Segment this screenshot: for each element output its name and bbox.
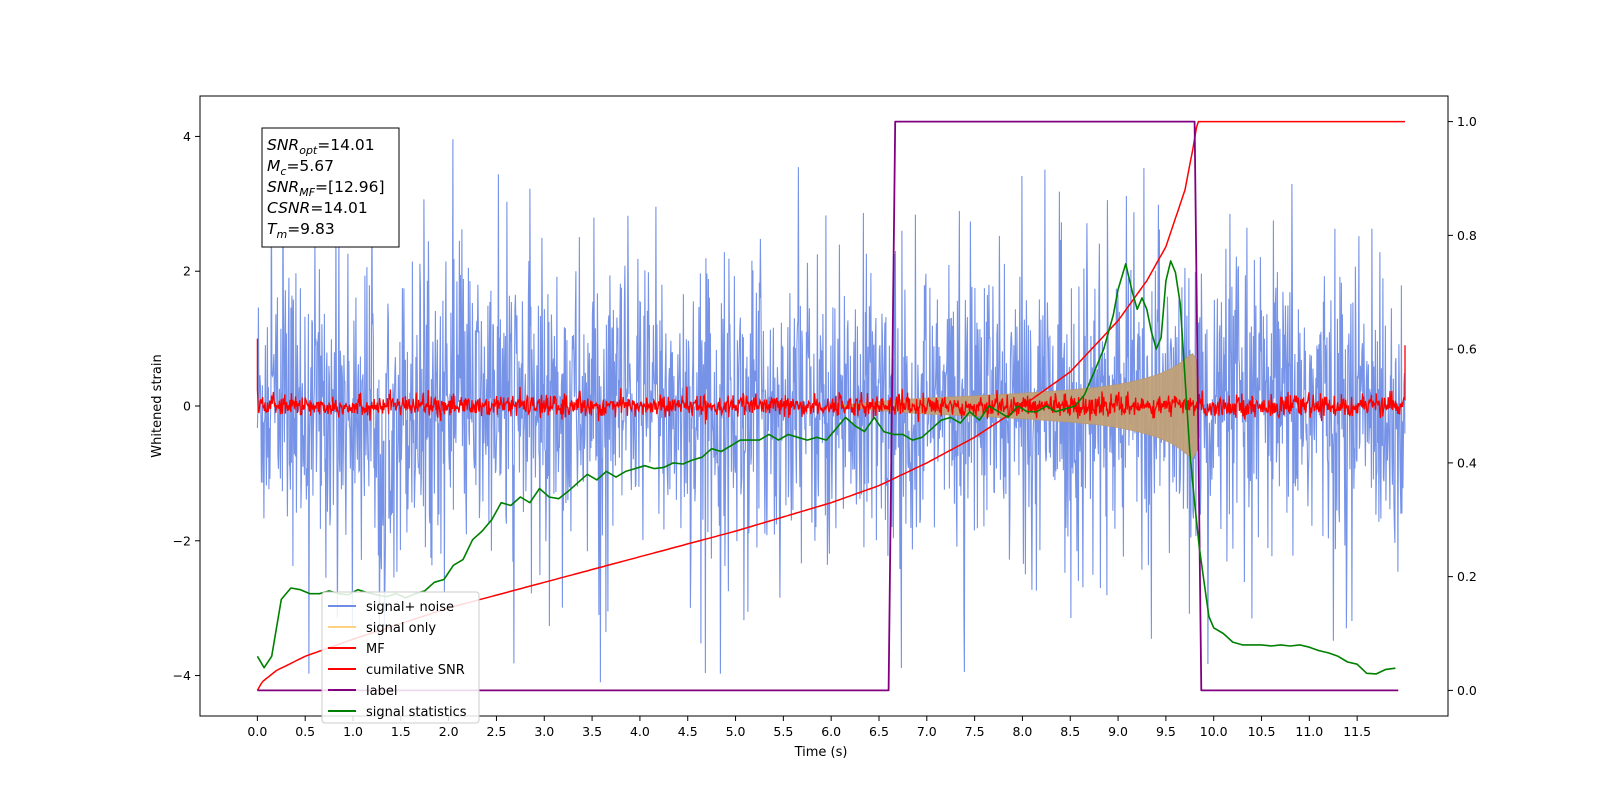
annotation-box-frame (261, 127, 400, 248)
x-tick-label: 11.5 (1343, 724, 1371, 739)
x-tick-label: 5.5 (773, 724, 793, 739)
y-tick-label-right: 0.8 (1457, 228, 1477, 243)
x-tick-label: 10.5 (1248, 724, 1276, 739)
x-tick-label: 5.0 (726, 724, 746, 739)
y-tick-label-left: 4 (183, 129, 191, 144)
annotation-value: =5.67 (286, 157, 334, 175)
annotation-symbol: SNR (267, 178, 299, 196)
x-tick-label: 6.5 (869, 724, 889, 739)
x-tick-label: 2.0 (439, 724, 459, 739)
annotation-line: SNRMF=[12.96] (267, 178, 385, 199)
x-tick-label: 7.5 (965, 724, 985, 739)
legend-item: signal statistics (328, 705, 467, 720)
legend-label: cumilative SNR (366, 663, 465, 678)
x-tick-label: 1.0 (343, 724, 363, 739)
legend-item: signal only (328, 621, 436, 636)
plot-area (256, 120, 1406, 692)
annotation-symbol: M (267, 157, 280, 175)
x-tick-label: 9.5 (1156, 724, 1176, 739)
legend: signal+ noise signal only MF cumilative SNR… (321, 591, 480, 724)
x-tick-label: 7.0 (917, 724, 937, 739)
y-tick-label-left: −2 (173, 533, 191, 548)
y-tick-label-right: 0.2 (1457, 569, 1477, 584)
y-tick-label-left: 0 (183, 399, 191, 414)
legend-label: label (366, 684, 397, 699)
y-tick-label-right: 0.6 (1457, 342, 1477, 357)
x-tick-label: 0.0 (247, 724, 267, 739)
y-axis-left: −4 −2 0 2 4 (173, 129, 200, 683)
x-tick-label: 11.0 (1295, 724, 1323, 739)
x-tick-label: 4.5 (678, 724, 698, 739)
x-axis-label: Time (s) (794, 745, 848, 760)
annotation-line: Tm=9.83 (267, 220, 335, 241)
y-tick-label-left: −4 (173, 668, 191, 683)
legend-frame (321, 591, 480, 724)
annotation-value: =[12.96] (315, 178, 384, 196)
series-signal-noise (256, 139, 1406, 683)
x-tick-label: 10.0 (1200, 724, 1228, 739)
x-tick-label: 6.0 (821, 724, 841, 739)
annotation-subscript: opt (299, 144, 318, 157)
y-tick-label-right: 1.0 (1457, 114, 1477, 129)
series-label (257, 120, 1399, 692)
x-tick-label: 8.0 (1012, 724, 1032, 739)
annotation-value: =14.01 (317, 136, 374, 154)
y-tick-label-right: 0.0 (1457, 683, 1477, 698)
annotation-line: Mc=5.67 (267, 157, 334, 178)
legend-label: signal only (366, 621, 436, 636)
annotation-value: =14.01 (310, 199, 367, 217)
x-tick-label: 3.0 (534, 724, 554, 739)
annotation-symbol: T (267, 220, 278, 238)
y-tick-label-left: 2 (183, 264, 191, 279)
x-tick-label: 3.5 (582, 724, 602, 739)
annotation-box: SNRopt=14.01Mc=5.67SNRMF=[12.96]CSNR=14.… (261, 127, 400, 248)
x-tick-label: 1.5 (391, 724, 411, 739)
annotation-symbol: CSNR (267, 199, 310, 217)
legend-label: signal+ noise (366, 600, 454, 615)
x-tick-label: 0.5 (295, 724, 315, 739)
y-axis-right: 0.0 0.2 0.4 0.6 0.8 1.0 (1448, 114, 1477, 698)
annotation-subscript: m (276, 228, 287, 241)
y-tick-label-right: 0.4 (1457, 455, 1477, 470)
series-mf (256, 338, 1406, 425)
annotation-symbol: SNR (267, 136, 299, 154)
x-tick-label: 2.5 (487, 724, 507, 739)
legend-item: MF (328, 642, 385, 657)
legend-label: MF (366, 642, 385, 657)
annotation-line: CSNR=14.01 (267, 199, 368, 217)
legend-item: cumilative SNR (328, 663, 465, 678)
series-signal-statistics (256, 260, 1396, 675)
x-tick-label: 8.5 (1060, 724, 1080, 739)
annotation-line: SNRopt=14.01 (267, 136, 375, 157)
annotation-subscript: MF (299, 186, 315, 199)
x-tick-label: 4.0 (630, 724, 650, 739)
legend-item: label (328, 684, 397, 699)
annotation-value: =9.83 (287, 220, 335, 238)
y-axis-label: Whitened strain (150, 354, 165, 457)
legend-item: signal+ noise (328, 600, 454, 615)
legend-label: signal statistics (366, 705, 467, 720)
x-tick-label: 9.0 (1108, 724, 1128, 739)
annotation-subscript: c (280, 165, 286, 178)
x-axis: 0.0 0.5 1.0 1.5 2.0 2.5 3.0 3.5 4.0 4.5 5.0 5.5 6.0 6… (247, 716, 1371, 739)
